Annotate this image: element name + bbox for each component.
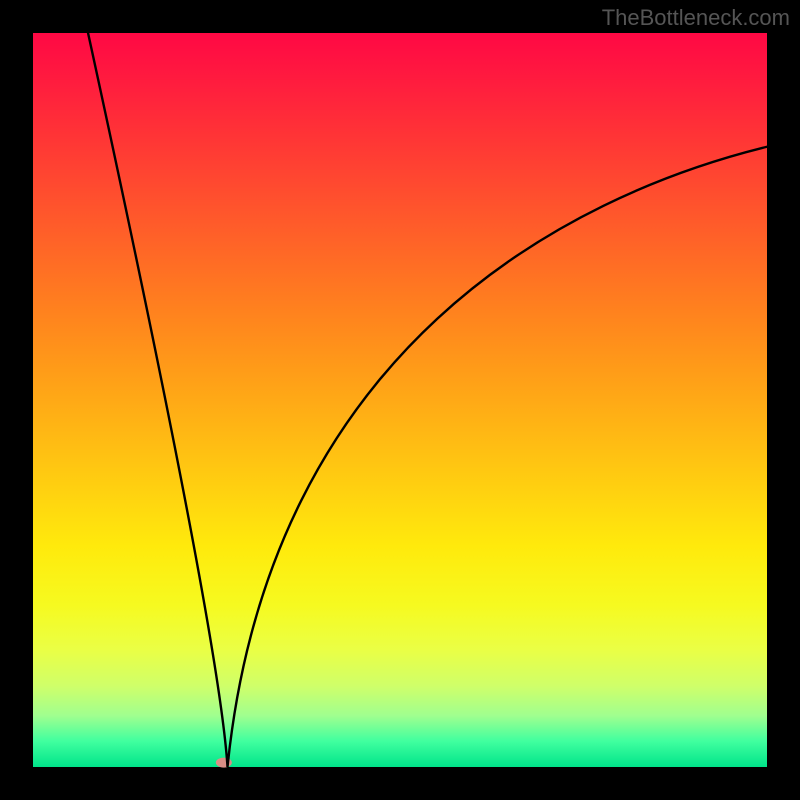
bottleneck-chart: TheBottleneck.com	[0, 0, 800, 800]
attribution-label: TheBottleneck.com	[602, 5, 790, 30]
plot-area	[33, 33, 767, 767]
chart-container: TheBottleneck.com	[0, 0, 800, 800]
